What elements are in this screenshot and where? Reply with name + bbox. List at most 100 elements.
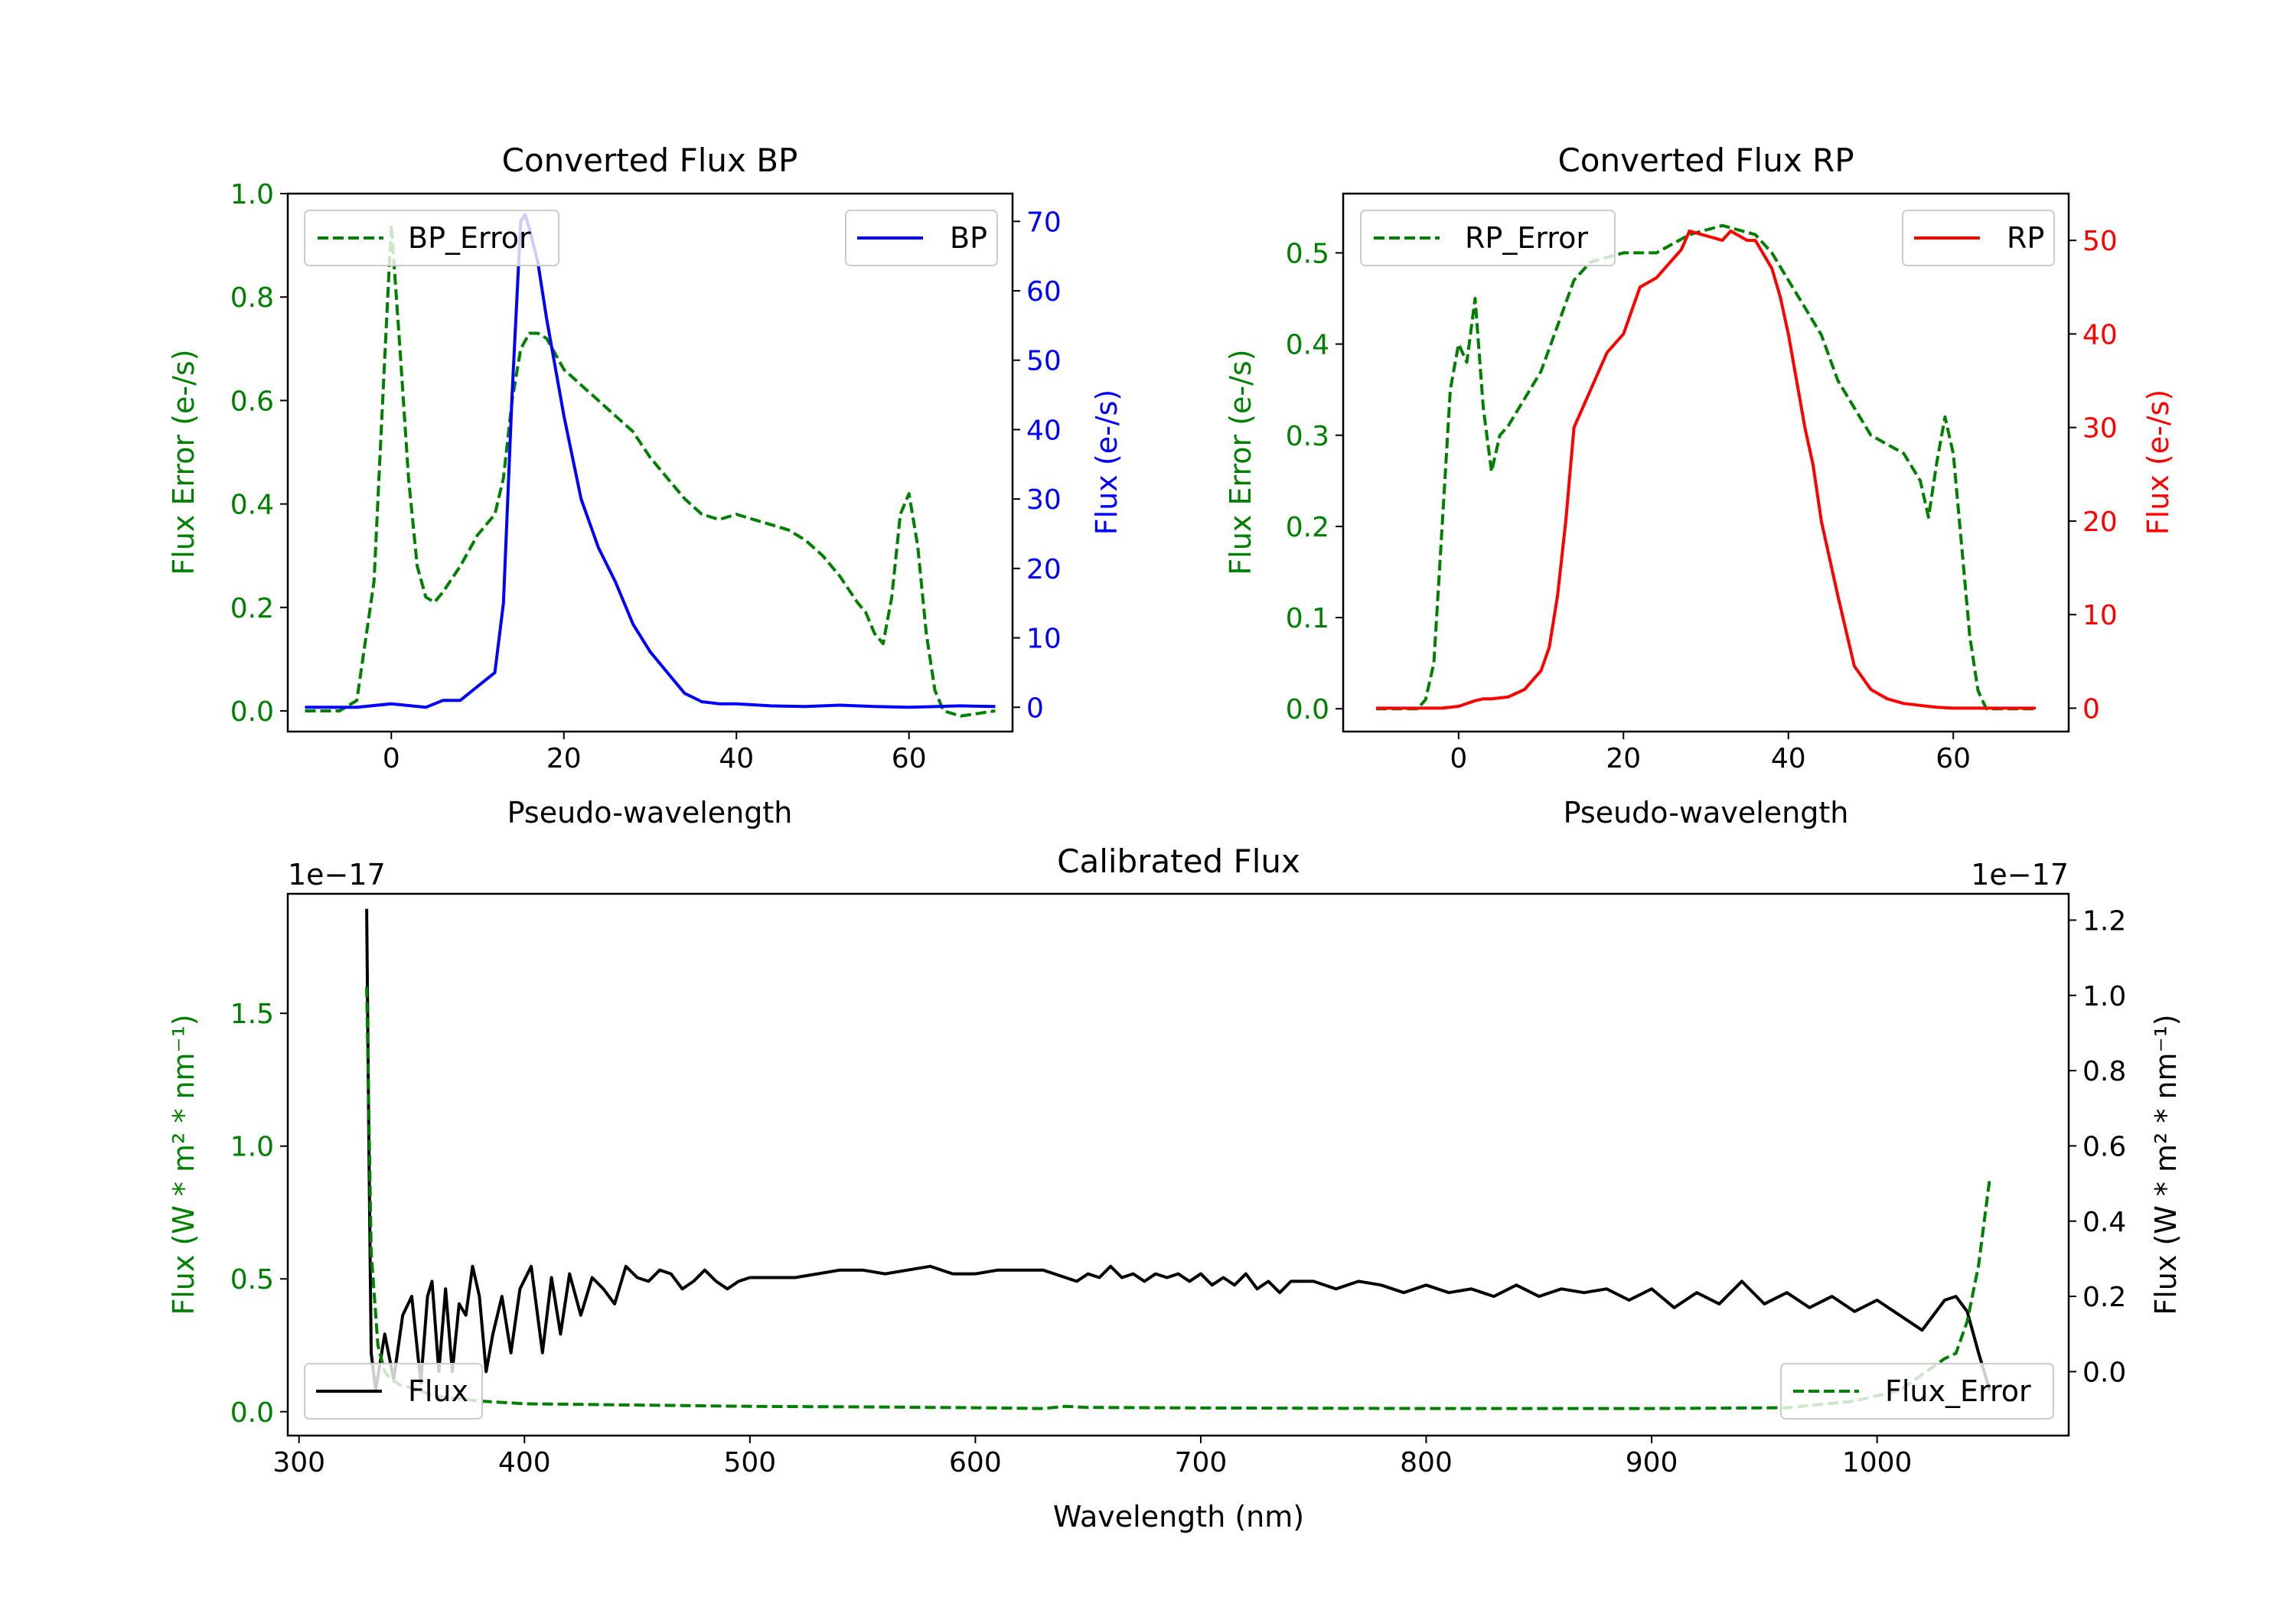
- plot-frame: [286, 192, 1014, 733]
- x-axis-label: Wavelength (nm): [1053, 1500, 1304, 1534]
- x-tick-label: 300: [272, 1447, 325, 1478]
- y-tick-label-right: 10: [1026, 624, 1062, 655]
- legend-right: BP: [845, 210, 998, 266]
- legend-label-bp-error: BP_Error: [408, 221, 531, 255]
- legend-right: Flux_Error: [1780, 1363, 2054, 1420]
- plot-frame: [286, 892, 2070, 1437]
- y-tick-label-left: 0.0: [230, 1397, 274, 1429]
- x-tick-label: 600: [949, 1447, 1002, 1478]
- y-tick-label-left: 0.3: [1286, 421, 1329, 452]
- y-tick-label-left: 1.5: [230, 999, 274, 1030]
- y-tick-label-left: 0.4: [1286, 330, 1329, 361]
- x-axis-label: Pseudo-wavelength: [507, 796, 793, 830]
- ticks: 0 20 40 60 0.0 0.1 0.2 0.3 0.4 0.5 0 10 20 30 40 50: [1286, 226, 2118, 774]
- legend-label-rp-error: RP_Error: [1465, 221, 1588, 255]
- y-tick-label-right: 0.8: [2082, 1056, 2126, 1087]
- y-axis-label-left: Flux Error (e-/s): [167, 349, 201, 575]
- y-tick-label-right: 0: [2082, 693, 2100, 725]
- y-axis-label-right: Flux (e-/s): [1090, 390, 1124, 535]
- legend-box: [304, 210, 559, 266]
- legend-label-flux: Flux: [408, 1374, 468, 1408]
- y-tick-label-left: 0.0: [1286, 694, 1329, 725]
- y-tick-label-right: 1.2: [2082, 905, 2126, 937]
- x-tick-label: 0: [383, 743, 400, 774]
- y-tick-label-right: 20: [2082, 507, 2118, 538]
- y-tick-label-left: 0.6: [230, 386, 274, 417]
- y-tick-label-right: 20: [1026, 554, 1062, 585]
- y-axis-label-right: Flux (W * m² * nm⁻¹): [2149, 1014, 2183, 1315]
- y-tick-label-right: 0.6: [2082, 1131, 2126, 1162]
- chart-title: Calibrated Flux: [1057, 843, 1300, 880]
- y-tick-label-left: 0.5: [1286, 238, 1329, 269]
- y-tick-label-right: 0.0: [2082, 1357, 2126, 1388]
- series-line-rp-error: [1376, 223, 2036, 711]
- y-tick-label-right: 70: [1026, 207, 1062, 238]
- y-tick-label-right: 50: [1026, 346, 1062, 377]
- series-line-rp: [1376, 229, 2036, 710]
- y-tick-label-right: 30: [1026, 484, 1062, 516]
- y-tick-label-right: 0.2: [2082, 1282, 2126, 1313]
- y-tick-label-right: 0.4: [2082, 1207, 2126, 1238]
- chart-title: Converted Flux BP: [502, 142, 798, 179]
- y-tick-label-left: 0.8: [230, 282, 274, 314]
- y-tick-label-right: 40: [1026, 415, 1062, 446]
- y-tick-label-right: 50: [2082, 226, 2118, 257]
- series-line-bp: [305, 213, 996, 709]
- series-line-bp-error: [305, 223, 996, 718]
- legend-box: [1360, 210, 1616, 266]
- x-tick-label: 0: [1450, 743, 1467, 774]
- x-tick-label: 500: [723, 1447, 776, 1478]
- x-tick-label: 40: [1771, 743, 1806, 774]
- x-tick-label: 60: [1936, 743, 1971, 774]
- plot-marks: [1376, 223, 2036, 711]
- legend-left: BP_Error: [304, 210, 559, 266]
- legend-box: [1780, 1363, 2054, 1420]
- series-line-flux: [365, 908, 1991, 1392]
- y-tick-label-left: 0.2: [230, 593, 274, 624]
- x-axis-label: Pseudo-wavelength: [1564, 796, 1849, 830]
- x-tick-label: 20: [546, 743, 582, 774]
- chart-title: Converted Flux RP: [1557, 142, 1854, 179]
- ticks: 300 400 500 600 700 800 900 1000 0.0 0.5 1.0 1.5 0.0…: [230, 905, 2127, 1478]
- x-tick-label: 60: [892, 743, 927, 774]
- y-tick-label-right: 10: [2082, 600, 2118, 631]
- x-tick-label: 1000: [1842, 1447, 1913, 1478]
- y-tick-label-right: 60: [1026, 276, 1062, 308]
- legend-left: Flux: [304, 1363, 483, 1420]
- x-tick-label: 800: [1400, 1447, 1453, 1478]
- y-tick-label-left: 1.0: [230, 179, 274, 210]
- x-tick-label: 40: [719, 743, 754, 774]
- y-tick-label-right: 40: [2082, 319, 2118, 350]
- y-tick-label-left: 0.5: [230, 1264, 274, 1296]
- legend-left: RP_Error: [1360, 210, 1616, 266]
- legend-label-flux-error: Flux_Error: [1885, 1374, 2031, 1408]
- offset-label-left: 1e−17: [288, 858, 386, 892]
- x-tick-label: 20: [1606, 743, 1641, 774]
- ticks: 0 20 40 60 0.0 0.2 0.4 0.6 0.8 1.0 0 10 20 30 40 50 60 70: [230, 179, 1062, 774]
- y-tick-label-right: 0: [1026, 693, 1044, 724]
- x-tick-label: 700: [1175, 1447, 1228, 1478]
- y-tick-label-left: 0.4: [230, 490, 274, 521]
- y-tick-label-left: 0.0: [230, 696, 274, 728]
- y-tick-label-left: 0.2: [1286, 512, 1329, 543]
- y-axis-label-left: Flux (W * m² * nm⁻¹): [167, 1014, 201, 1315]
- panel-converted-flux-bp: Converted Flux BP 0 20 40 60 0.0 0.2 0.4 0.6 0.8…: [167, 142, 1124, 830]
- y-axis-label-right: Flux (e-/s): [2141, 390, 2175, 535]
- y-axis-label-left: Flux Error (e-/s): [1224, 349, 1257, 575]
- x-tick-label: 400: [498, 1447, 551, 1478]
- panel-converted-flux-rp: Converted Flux RP 0 20 40 60 0.0 0.1 0.2 0.3 0.4…: [1224, 142, 2175, 830]
- y-tick-label-left: 1.0: [230, 1132, 274, 1163]
- series-line-flux-error: [365, 986, 1991, 1410]
- legend-box: [304, 1363, 483, 1420]
- plot-marks: [305, 213, 996, 718]
- legend-label-rp: RP: [2007, 221, 2044, 255]
- offset-label-right: 1e−17: [1971, 858, 2069, 892]
- y-tick-label-left: 0.1: [1286, 603, 1329, 634]
- y-tick-label-right: 1.0: [2082, 981, 2126, 1012]
- x-tick-label: 900: [1626, 1447, 1678, 1478]
- y-tick-label-right: 30: [2082, 413, 2118, 445]
- plot-marks: [365, 908, 1991, 1410]
- legend-label-bp: BP: [950, 221, 987, 255]
- plot-frame: [1342, 192, 2070, 733]
